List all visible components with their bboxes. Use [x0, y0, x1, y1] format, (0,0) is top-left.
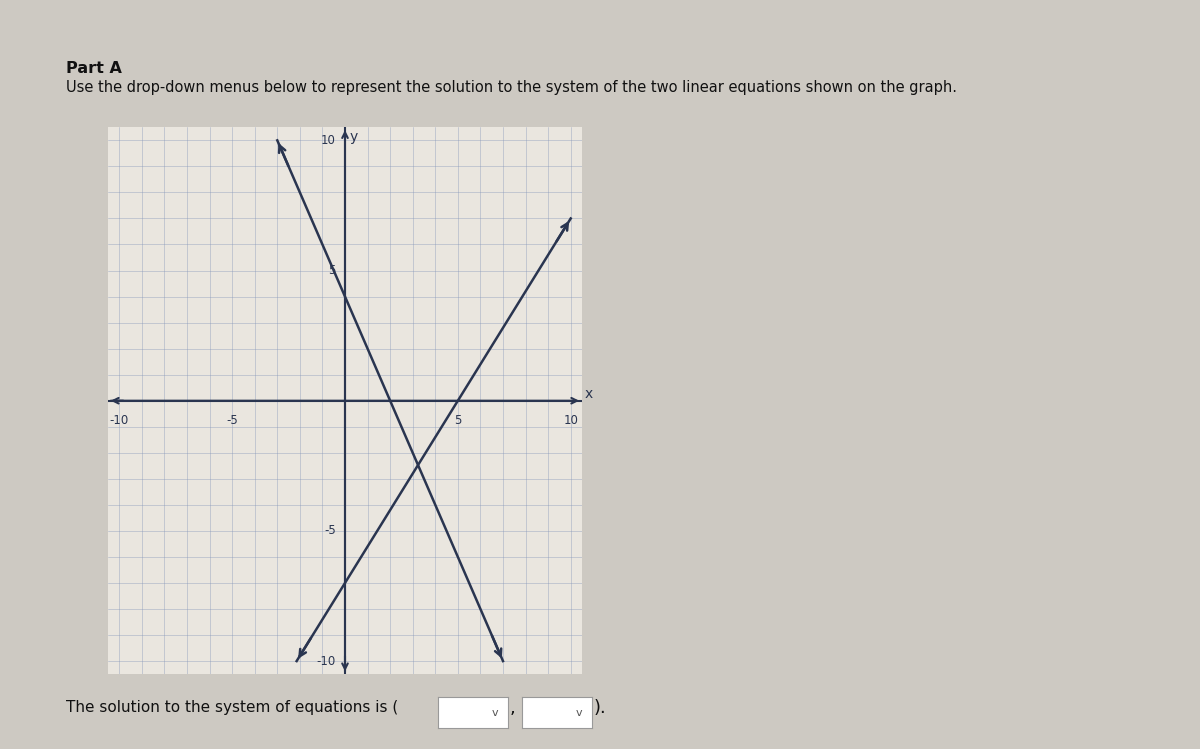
Text: x: x — [584, 387, 593, 401]
Text: -5: -5 — [227, 413, 238, 427]
Text: The solution to the system of equations is (: The solution to the system of equations … — [66, 700, 398, 715]
Text: 10: 10 — [322, 134, 336, 147]
Text: 5: 5 — [454, 413, 462, 427]
Text: ).: ). — [594, 699, 607, 717]
Text: Use the drop-down menus below to represent the solution to the system of the two: Use the drop-down menus below to represe… — [66, 80, 958, 95]
Text: -10: -10 — [109, 413, 128, 427]
Text: 10: 10 — [563, 413, 578, 427]
Text: 5: 5 — [329, 264, 336, 277]
Text: Part A: Part A — [66, 61, 122, 76]
Text: -5: -5 — [324, 524, 336, 537]
Text: v: v — [576, 708, 582, 718]
Text: ,: , — [510, 699, 516, 717]
Text: -10: -10 — [317, 655, 336, 667]
Text: y: y — [349, 130, 358, 144]
Text: v: v — [492, 708, 498, 718]
